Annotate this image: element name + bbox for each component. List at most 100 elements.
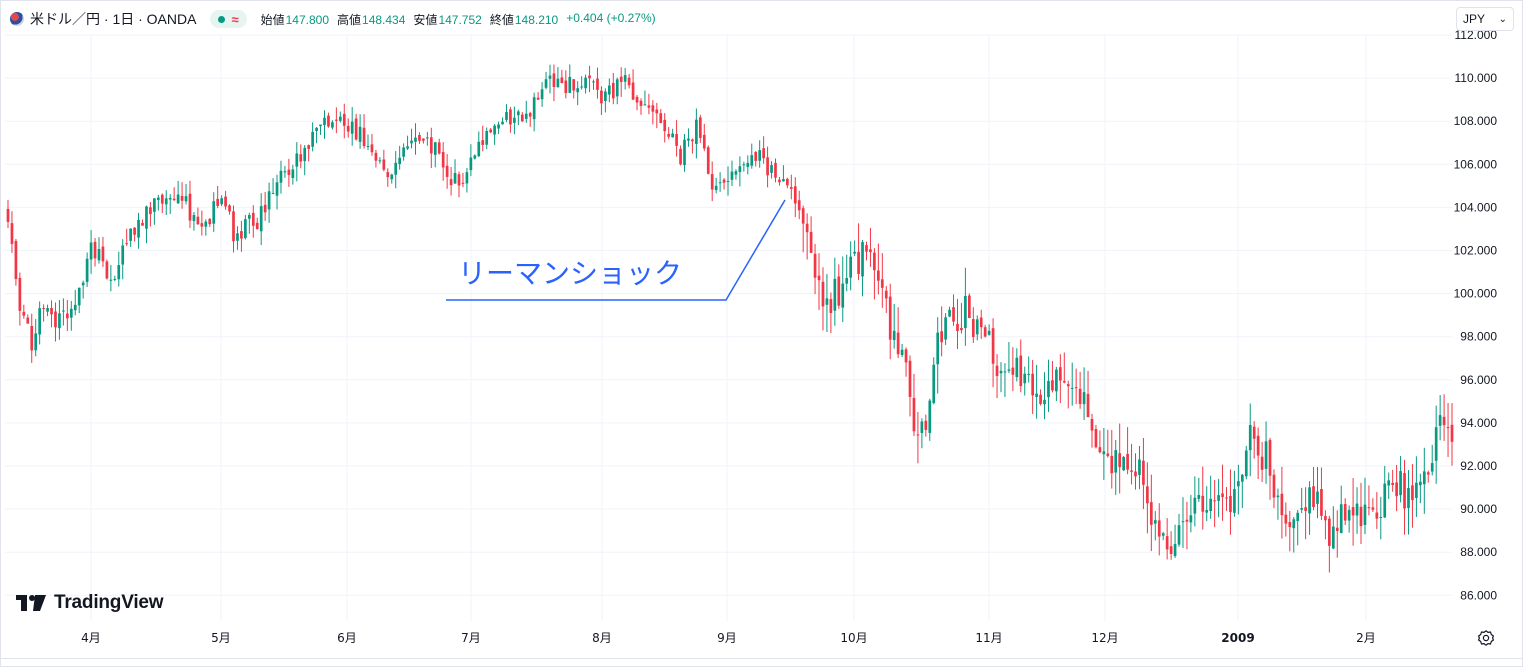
candle-body [884,290,888,299]
candle-body [164,198,168,205]
candle-body [940,331,944,343]
candle-body [916,434,920,436]
candle-body [1272,474,1276,498]
candle-body [1058,367,1062,381]
candle-body [1047,380,1050,398]
candle-body [370,144,374,153]
symbol-legend[interactable]: 米ドル／円 · 1日 · OANDA ≈ 始値147.800 高値148.434… [10,8,656,30]
candle-body [928,400,932,433]
candle-body [691,139,694,142]
candle-body [1082,392,1086,405]
candle-body [1312,486,1315,508]
candle-body [750,155,754,166]
candle-body [991,328,995,364]
candle-body [1003,371,1007,373]
candle-body [1110,455,1114,474]
candle-body [180,195,184,201]
candle-body [465,172,469,184]
candle-body [1027,373,1031,375]
candle-body [564,80,568,94]
candle-body [38,308,41,335]
candle-body [1260,456,1264,470]
candle-body [315,127,318,132]
candle-body [1426,472,1430,475]
candle-body [93,241,97,259]
candle-body [762,148,765,159]
candle-body [623,75,627,82]
candle-body [726,180,730,182]
candle-body [1331,526,1335,549]
candle-body [774,162,777,178]
candle-body [453,172,457,184]
candle-body [1098,447,1102,453]
gear-icon[interactable] [1477,629,1495,647]
candle-body [979,317,983,328]
candle-body [117,265,121,280]
candle-body [655,109,659,114]
candle-body [592,81,595,83]
currency-select[interactable]: JPY ⌄ [1456,7,1514,31]
candle-body [129,228,132,241]
candle-body [1422,471,1426,485]
candle-body [1051,380,1054,391]
candle-body [865,245,868,252]
candle-body [1308,487,1311,514]
candle-body [817,275,821,281]
candle-body [560,77,564,84]
candle-body [513,117,516,123]
candle-body [390,174,394,180]
candle-body [259,206,263,232]
symbol-title[interactable]: 米ドル／円 · 1日 · OANDA [30,11,197,27]
candle-body [975,319,979,335]
ohlc-values: 始値147.800 高値148.434 安値147.752 終値148.210 … [261,11,656,28]
candle-body [414,137,417,142]
candle-body [952,307,955,322]
candle-body [101,246,105,262]
candle-body [1264,441,1268,469]
candle-body [1347,509,1351,521]
candle-body [869,249,872,253]
candle-body [754,152,758,161]
candle-body [382,159,386,170]
candle-body [1237,481,1240,487]
price-tick-label: 88.000 [1460,545,1497,559]
price-axis[interactable]: 86.000 88.000 90.000 92.000 94.000 96.000 98.0… [1454,28,1498,602]
candle-body [1201,495,1205,512]
candle-body [168,198,172,200]
candle-body [1043,399,1046,405]
candle-body [924,420,928,430]
candle-body [1296,512,1300,522]
candle-body [481,140,485,145]
candle-body [30,325,34,351]
candle-body [244,219,247,239]
time-axis[interactable]: 4月 5月 6月 7月 8月 9月 10月 11月 12月 2009 2月 [81,631,1376,645]
tradingview-logo[interactable]: TradingView [16,590,164,616]
candle-body [374,152,378,161]
candle-body [880,279,884,288]
candle-body [255,222,259,229]
candle-body [1248,425,1252,451]
candle-body [611,82,615,99]
lehman-annotation[interactable]: リーマンショック [446,199,786,301]
candle-body [1383,483,1387,518]
candle-body [825,298,829,305]
candle-body [291,169,295,178]
candle-body [275,182,279,196]
candle-body [1391,482,1395,485]
candle-body [1256,435,1260,456]
price-tick-label: 102.000 [1454,244,1498,258]
candle-body [1102,451,1106,455]
candle-body [1288,522,1292,528]
candle-body [208,218,212,225]
candle-body [1173,543,1177,557]
price-tick-label: 98.000 [1460,330,1497,344]
candle-body [1185,519,1189,522]
candle-body [873,252,876,271]
candle-body [576,88,580,93]
candle-body [746,162,750,167]
candle-body [999,370,1003,374]
market-status-badge[interactable]: ≈ [210,10,247,28]
candle-body [544,79,548,88]
candle-body [1240,474,1244,482]
